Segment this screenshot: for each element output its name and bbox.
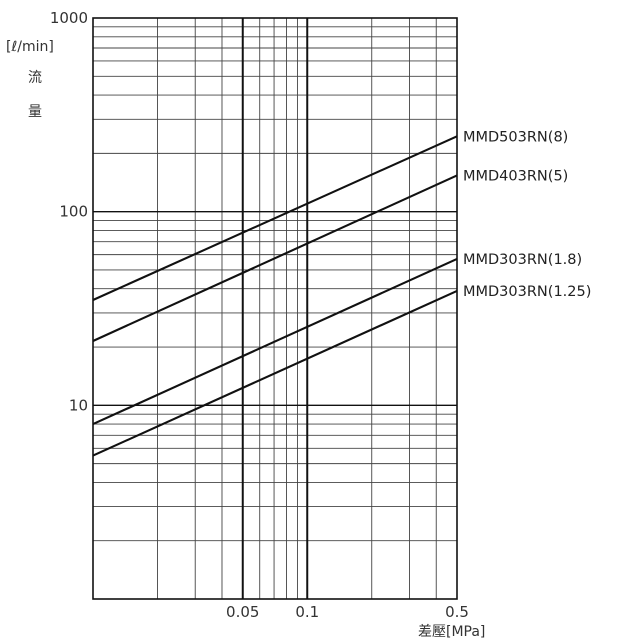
- grid-minor: [93, 18, 457, 599]
- series-label-4: MMD303RN(1.25): [463, 284, 591, 300]
- series-label-1: MMD503RN(8): [463, 129, 568, 145]
- series-labels: MMD503RN(8) MMD403RN(5) MMD303RN(1.8) MMD30…: [463, 129, 591, 300]
- series-line-2: [92, 174, 458, 342]
- y-axis-label-char-2: 量: [28, 104, 42, 120]
- series-lines: [92, 135, 458, 457]
- y-axis-unit: [ℓ/min]: [6, 39, 54, 55]
- x-axis-label: 差壓[MPa]: [418, 624, 485, 640]
- y-tick-label: 10: [69, 396, 88, 414]
- x-tick-label: 0.1: [295, 603, 319, 621]
- grid-major: [93, 18, 457, 599]
- series-label-3: MMD303RN(1.8): [463, 252, 582, 268]
- series-line-4: [92, 289, 458, 457]
- y-tick-label: 100: [59, 203, 88, 221]
- plot-frame: [92, 17, 458, 600]
- x-tick-label: 0.05: [226, 603, 259, 621]
- tick-labels: 0.05 0.1 0.5 10 100 1000: [50, 9, 469, 621]
- y-axis-label-char-1: 流: [28, 70, 42, 86]
- series-line-1: [92, 135, 458, 301]
- x-tick-label: 0.5: [445, 603, 469, 621]
- series-label-2: MMD403RN(5): [463, 168, 568, 184]
- series-line-3: [92, 257, 458, 426]
- y-tick-label: 1000: [50, 9, 88, 27]
